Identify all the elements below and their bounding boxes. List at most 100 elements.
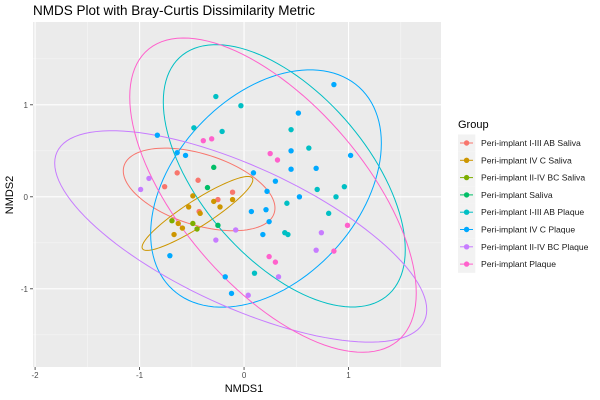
confidence-ellipse	[54, 130, 428, 343]
legend-label: Peri-implant II-IV BC Plaque	[481, 242, 589, 252]
data-point	[174, 149, 180, 156]
x-tick-label: 0	[242, 371, 247, 380]
data-point	[194, 226, 200, 232]
data-point	[175, 220, 181, 227]
data-point	[288, 126, 294, 133]
data-point	[248, 208, 255, 215]
data-point	[169, 218, 175, 224]
confidence-ellipse	[129, 37, 417, 353]
data-point	[274, 157, 281, 163]
data-point	[245, 292, 251, 298]
data-point	[331, 81, 337, 88]
data-point	[229, 196, 236, 203]
data-point	[306, 145, 312, 151]
legend-key-point	[463, 209, 470, 215]
gridlines	[33, 22, 441, 367]
data-point	[263, 206, 269, 213]
data-point	[182, 152, 189, 159]
data-point	[275, 274, 282, 280]
data-point	[154, 132, 161, 138]
y-axis-title: NMDS2	[4, 176, 16, 215]
data-point	[347, 152, 354, 159]
data-points	[137, 81, 354, 298]
data-point	[264, 188, 270, 194]
data-point	[313, 165, 319, 171]
data-point	[204, 184, 211, 191]
plot-panel	[33, 22, 441, 367]
data-point	[251, 270, 258, 276]
legend-label: Peri-implant IV C Saliva	[481, 155, 572, 165]
data-point	[250, 170, 257, 176]
data-point	[288, 166, 294, 172]
legend-key-point	[463, 261, 470, 267]
legend-key-point	[463, 140, 470, 146]
legend-label: Peri-implant I-III AB Plaque	[481, 207, 584, 217]
data-point	[211, 164, 217, 171]
legend-key-point	[463, 157, 470, 163]
data-point	[344, 222, 351, 229]
data-point	[197, 210, 203, 217]
data-point	[211, 198, 217, 205]
x-tick-label: -1	[136, 371, 144, 380]
data-point	[314, 186, 320, 193]
legend-label: Peri-implant IV C Plaque	[481, 225, 575, 235]
legend-key-point	[463, 244, 470, 250]
x-tick-label: -2	[32, 371, 40, 380]
x-tick-label: 1	[346, 371, 351, 380]
data-point	[213, 237, 219, 243]
data-point	[229, 189, 236, 195]
data-point	[213, 93, 219, 100]
y-tick-label: -1	[21, 285, 29, 294]
confidence-ellipse	[141, 175, 254, 251]
data-point	[200, 137, 207, 144]
data-point	[161, 183, 168, 190]
ellipses	[54, 37, 428, 353]
data-point	[232, 227, 239, 233]
data-point	[284, 200, 290, 206]
data-point	[325, 210, 332, 217]
data-point	[191, 125, 197, 131]
data-point	[222, 274, 228, 280]
data-point	[215, 222, 221, 229]
data-point	[185, 204, 192, 210]
legend-title: Group	[458, 119, 489, 131]
data-point	[215, 196, 221, 203]
legend-key-point	[463, 192, 470, 198]
data-point	[260, 231, 266, 238]
data-point	[238, 103, 244, 109]
data-point	[208, 136, 215, 142]
data-point	[266, 253, 272, 260]
data-point	[296, 194, 303, 200]
data-point	[174, 170, 180, 176]
legend-label: Peri-implant II-IV BC Saliva	[481, 173, 585, 183]
data-point	[285, 231, 291, 238]
confidence-ellipse	[150, 69, 382, 308]
data-point	[341, 183, 348, 190]
data-point	[195, 177, 201, 183]
y-tick-label: 1	[24, 101, 29, 110]
data-point	[266, 218, 272, 225]
data-point	[217, 204, 223, 210]
y-tick-label: 0	[24, 193, 29, 202]
data-point	[333, 194, 339, 200]
data-point	[190, 220, 196, 227]
data-point	[171, 231, 177, 238]
legend-label: Peri-implant Saliva	[481, 190, 553, 200]
data-point	[272, 178, 279, 184]
x-axis-title: NMDS1	[225, 383, 264, 395]
legend-label: Peri-implant Plaque	[481, 259, 556, 269]
legend-key-point	[463, 174, 470, 181]
data-point	[146, 175, 152, 182]
data-point	[137, 186, 144, 193]
data-point	[295, 110, 302, 116]
legend-label: Peri-implant I-III AB Saliva	[481, 138, 581, 148]
data-point	[331, 248, 337, 254]
confidence-ellipse	[162, 44, 406, 308]
legend: Group Peri-implant I-III AB Saliva Peri-i…	[458, 119, 589, 273]
data-point	[228, 290, 235, 297]
data-point	[179, 225, 186, 231]
data-point	[313, 247, 319, 253]
data-point	[190, 193, 196, 199]
data-point	[318, 229, 325, 236]
